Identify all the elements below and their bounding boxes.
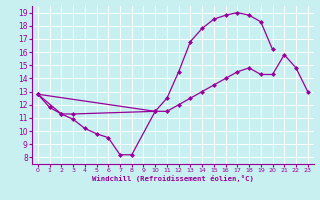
X-axis label: Windchill (Refroidissement éolien,°C): Windchill (Refroidissement éolien,°C) — [92, 175, 254, 182]
